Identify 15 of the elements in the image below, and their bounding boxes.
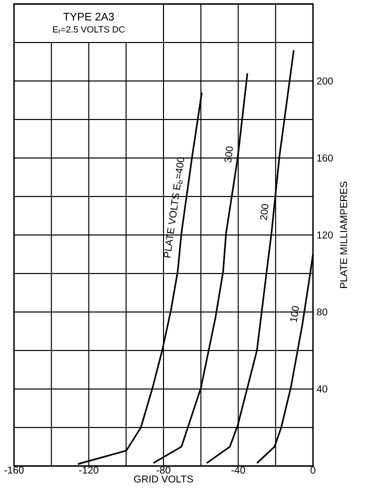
- y-tick-label: 200: [317, 77, 333, 85]
- x-axis-title: GRID VOLTS: [134, 475, 193, 483]
- y-tick-label: 40: [316, 385, 328, 393]
- x-tick-label: -160: [4, 466, 24, 474]
- text: TYPE 2A3: [63, 12, 114, 21]
- y-axis-title: PLATE MILLIAMPERES: [340, 182, 348, 288]
- y-tick-label: 80: [316, 308, 328, 316]
- text: E$_{f}$=2.5 VOLTS DC: [53, 26, 125, 34]
- text: 200: [260, 204, 268, 220]
- x-tick-label: -120: [79, 466, 98, 474]
- x-tick-label: 0: [310, 466, 316, 474]
- y-tick-label: 120: [317, 231, 333, 239]
- x-tick-label: -40: [231, 466, 246, 474]
- x-tick-label: -80: [156, 466, 170, 474]
- y-tick-label: 160: [317, 154, 333, 162]
